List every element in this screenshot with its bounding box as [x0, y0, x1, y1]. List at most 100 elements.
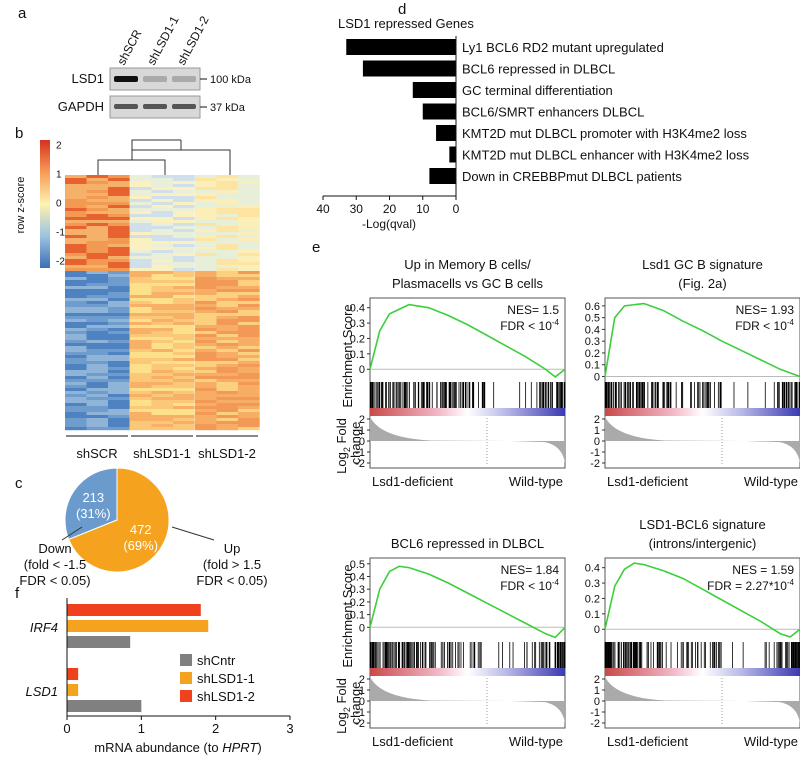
- heatmap-cell: [65, 277, 87, 281]
- heatmap-cell: [195, 412, 217, 416]
- heatmap-cell: [108, 337, 130, 341]
- heatmap-cell: [65, 289, 87, 293]
- heatmap-cell: [173, 316, 195, 320]
- heatmap-cell: [86, 382, 109, 386]
- fc-sub: 2: [342, 707, 352, 712]
- heatmap-cell: [173, 403, 195, 407]
- heatmap-cell: [173, 325, 195, 329]
- heatmap-cell: [86, 262, 109, 266]
- pie-value-label: 213: [82, 490, 104, 505]
- heatmap-cell: [173, 427, 195, 431]
- y-tick-label: 0.6: [585, 301, 600, 313]
- y-tick-label: 0.1: [585, 360, 600, 372]
- heatmap-cell: [65, 214, 87, 218]
- heatmap-cell: [173, 268, 195, 272]
- heatmap-cell: [216, 370, 239, 374]
- bar: [67, 668, 79, 680]
- heatmap-cell: [173, 367, 195, 371]
- heatmap-cell: [216, 358, 239, 362]
- heatmap-cell: [65, 247, 87, 251]
- heatmap-cell: [108, 301, 130, 305]
- heatmap-cell: [173, 289, 195, 293]
- y-tick-label: 0.5: [350, 559, 365, 571]
- heatmap-cell: [86, 367, 109, 371]
- category-label: Down in CREBBPmut DLBCL patients: [462, 169, 682, 184]
- heatmap-cell: [108, 388, 130, 392]
- heatmap-cell: [216, 322, 239, 326]
- heatmap-cell: [86, 304, 109, 308]
- rank-band: [605, 668, 800, 676]
- heatmap-cell: [65, 343, 87, 347]
- heatmap-cell: [195, 280, 217, 284]
- heatmap-cell: [86, 232, 109, 236]
- heatmap-cell: [108, 190, 130, 194]
- heatmap-cell: [151, 178, 174, 182]
- heatmap-cell: [108, 376, 130, 380]
- z-title: row z-score: [15, 177, 27, 234]
- heatmap-cell: [86, 394, 109, 398]
- heatmap-cell: [216, 187, 239, 191]
- heatmap-cell: [86, 370, 109, 374]
- z-tick-label: 1: [56, 170, 62, 181]
- fdr-label: FDR < 10-4: [500, 578, 559, 593]
- heatmap-cell: [216, 412, 239, 416]
- heatmap-cell: [238, 244, 260, 248]
- heatmap-cell: [65, 265, 87, 269]
- heatmap-cell: [130, 181, 152, 185]
- heatmap-cell: [65, 379, 87, 383]
- heatmap-cell: [151, 301, 174, 305]
- heatmap-cell: [173, 334, 195, 338]
- heatmap-cell: [151, 283, 174, 287]
- heatmap-cell: [195, 214, 217, 218]
- heatmap-cell: [238, 250, 260, 254]
- y-tick-label: 0.2: [350, 597, 365, 609]
- heatmap-cell: [216, 283, 239, 287]
- heatmap-cell: [238, 223, 260, 227]
- heatmap-cell: [195, 364, 217, 368]
- heatmap-cell: [238, 358, 260, 362]
- heatmap-cell: [108, 310, 130, 314]
- heatmap-cell: [86, 379, 109, 383]
- heatmap-cell: [65, 358, 87, 362]
- bar: [67, 604, 201, 616]
- fc-tick-label: 0: [594, 436, 600, 448]
- heatmap-cell: [130, 415, 152, 419]
- heatmap-cell: [151, 364, 174, 368]
- heatmap-cell: [216, 259, 239, 263]
- heatmap-cell: [130, 379, 152, 383]
- heatmap-cell: [195, 385, 217, 389]
- heatmap-cell: [86, 328, 109, 332]
- heatmap-cell: [238, 394, 260, 398]
- heatmap-cell: [86, 427, 109, 431]
- heatmap-cell: [238, 175, 260, 179]
- heatmap-cell: [216, 295, 239, 299]
- pie-note: (fold < -1.5: [24, 557, 87, 572]
- heatmap-cell: [86, 295, 109, 299]
- fc-axis-label: Log2 Fold: [334, 418, 352, 474]
- heatmap-cell: [151, 292, 174, 296]
- heatmap-cell: [65, 295, 87, 299]
- heatmap-cell: [130, 286, 152, 290]
- heatmap-cell: [65, 349, 87, 353]
- heatmap-cell: [65, 373, 87, 377]
- heatmap-cell: [195, 349, 217, 353]
- heatmap-cell: [130, 175, 152, 179]
- heatmap-cell: [108, 268, 130, 272]
- heatmap-cell: [86, 193, 109, 197]
- rank-band: [605, 408, 800, 416]
- heatmap-cell: [130, 271, 152, 275]
- heatmap-cell: [65, 415, 87, 419]
- x-tick-label: 30: [350, 202, 364, 216]
- heatmap-cell: [238, 229, 260, 233]
- heatmap-cell: [195, 229, 217, 233]
- heatmap-cell: [86, 376, 109, 380]
- heatmap-cell: [130, 403, 152, 407]
- heatmap-cell: [108, 313, 130, 317]
- heatmap-cell: [173, 394, 195, 398]
- heatmap-cell: [130, 232, 152, 236]
- heatmap-cell: [130, 229, 152, 233]
- heatmap-cell: [86, 298, 109, 302]
- heatmap-cell: [216, 427, 239, 431]
- es-curve: [604, 302, 800, 378]
- heatmap-cell: [86, 418, 109, 422]
